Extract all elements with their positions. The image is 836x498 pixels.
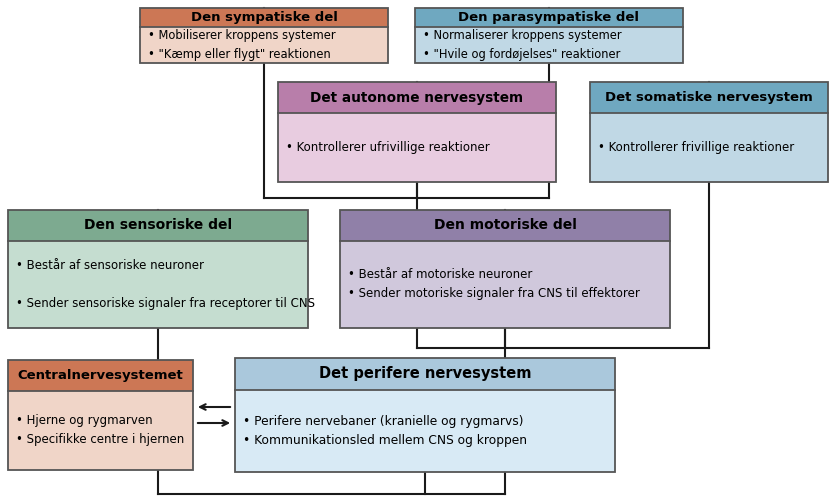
Text: • Mobiliserer kroppens systemer
• "Kæmp eller flygt" reaktionen: • Mobiliserer kroppens systemer • "Kæmp … (148, 29, 335, 61)
Bar (415, 8, 682, 63)
Bar (278, 82, 555, 182)
Bar (415, 8, 682, 27)
Bar (278, 82, 555, 113)
Text: • Hjerne og rygmarven
• Specifikke centre i hjernen: • Hjerne og rygmarven • Specifikke centr… (16, 414, 184, 446)
Bar (339, 210, 669, 328)
Text: Den parasympatiske del: Den parasympatiske del (458, 11, 639, 24)
Bar (339, 210, 669, 328)
Text: Det perifere nervesystem: Det perifere nervesystem (319, 367, 531, 381)
Bar (8, 210, 308, 328)
Bar (235, 358, 614, 472)
Bar (589, 82, 827, 182)
Bar (140, 8, 388, 63)
Text: Den sympatiske del: Den sympatiske del (191, 11, 337, 24)
Bar (589, 82, 827, 113)
Text: Den motoriske del: Den motoriske del (433, 218, 576, 233)
Bar (8, 360, 193, 470)
Bar (415, 8, 682, 63)
Text: • Normaliserer kroppens systemer
• "Hvile og fordøjelses" reaktioner: • Normaliserer kroppens systemer • "Hvil… (422, 29, 621, 61)
Bar (339, 210, 669, 241)
Text: • Består af sensoriske neuroner

• Sender sensoriske signaler fra receptorer til: • Består af sensoriske neuroner • Sender… (16, 259, 314, 310)
Text: • Kontrollerer ufrivillige reaktioner: • Kontrollerer ufrivillige reaktioner (286, 141, 489, 154)
Bar (589, 82, 827, 182)
Bar (235, 358, 614, 390)
Bar (8, 210, 308, 241)
Bar (8, 360, 193, 470)
Bar (278, 82, 555, 182)
Text: • Perifere nervebaner (kranielle og rygmarvs)
• Kommunikationsled mellem CNS og : • Perifere nervebaner (kranielle og rygm… (242, 415, 527, 447)
Text: Det somatiske nervesystem: Det somatiske nervesystem (604, 91, 812, 104)
Text: • Består af motoriske neuroner
• Sender motoriske signaler fra CNS til effektore: • Består af motoriske neuroner • Sender … (348, 268, 639, 300)
Text: Centralnervesystemet: Centralnervesystemet (18, 369, 183, 382)
Bar (140, 8, 388, 63)
Text: • Kontrollerer frivillige reaktioner: • Kontrollerer frivillige reaktioner (597, 141, 793, 154)
Bar (235, 358, 614, 472)
Text: Den sensoriske del: Den sensoriske del (84, 218, 232, 233)
Bar (140, 8, 388, 27)
Bar (8, 210, 308, 328)
Bar (8, 360, 193, 391)
Text: Det autonome nervesystem: Det autonome nervesystem (310, 91, 523, 105)
